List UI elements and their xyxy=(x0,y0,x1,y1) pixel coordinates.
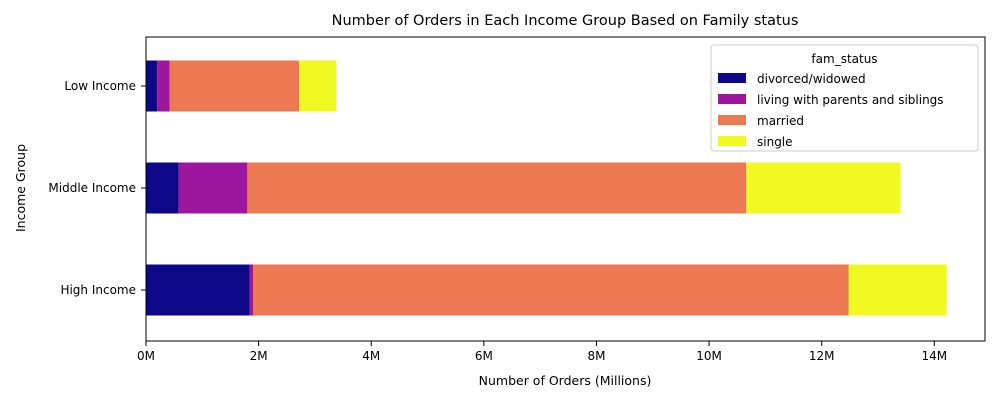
bar-0-1 xyxy=(249,264,253,316)
legend-swatch xyxy=(718,73,746,83)
legend-title: fam_status xyxy=(811,52,877,66)
legend: fam_status divorced/widowed living with pa… xyxy=(710,44,979,152)
bar-0-0 xyxy=(146,264,250,316)
bar-2-3 xyxy=(299,60,337,112)
axes-group: 0M 2M 4M 6M 8M 10M 12M 14M High Income Middle Inc… xyxy=(48,36,986,363)
legend-entry-label: married xyxy=(757,114,804,128)
bars-group xyxy=(146,60,947,316)
x-tick-label: 12M xyxy=(809,349,835,363)
legend-frame xyxy=(710,44,979,152)
bar-1-3 xyxy=(746,162,901,214)
bar-2-2 xyxy=(169,60,300,112)
x-tick-label: 14M xyxy=(922,349,948,363)
x-tick-label: 4M xyxy=(362,349,380,363)
bar-0-3 xyxy=(848,264,947,316)
x-tick-label: 8M xyxy=(587,349,605,363)
y-axis-label: Income Group xyxy=(13,144,28,232)
y-tick-label: Low Income xyxy=(64,79,136,93)
bar-1-1 xyxy=(178,162,248,214)
x-tick-label: 6M xyxy=(475,349,493,363)
plot-frame xyxy=(145,36,986,342)
legend-swatch xyxy=(718,115,746,125)
y-tick-label: Middle Income xyxy=(48,181,136,195)
legend-entry-label: single xyxy=(757,135,793,149)
legend-swatch xyxy=(718,136,746,146)
chart-title: Number of Orders in Each Income Group Ba… xyxy=(332,13,799,29)
x-tick-label: 0M xyxy=(137,349,155,363)
x-axis-label: Number of Orders (Millions) xyxy=(479,373,652,388)
bar-0-2 xyxy=(252,264,849,316)
legend-swatch xyxy=(718,94,746,104)
legend-entry-label: living with parents and siblings xyxy=(757,93,944,107)
x-tick-label: 10M xyxy=(696,349,722,363)
bar-1-0 xyxy=(146,162,179,214)
bar-2-0 xyxy=(146,60,158,112)
bar-1-2 xyxy=(247,162,747,214)
legend-entry-label: divorced/widowed xyxy=(757,72,866,86)
x-tick-label: 2M xyxy=(250,349,268,363)
bar-2-1 xyxy=(157,60,170,112)
y-tick-label: High Income xyxy=(60,283,136,297)
